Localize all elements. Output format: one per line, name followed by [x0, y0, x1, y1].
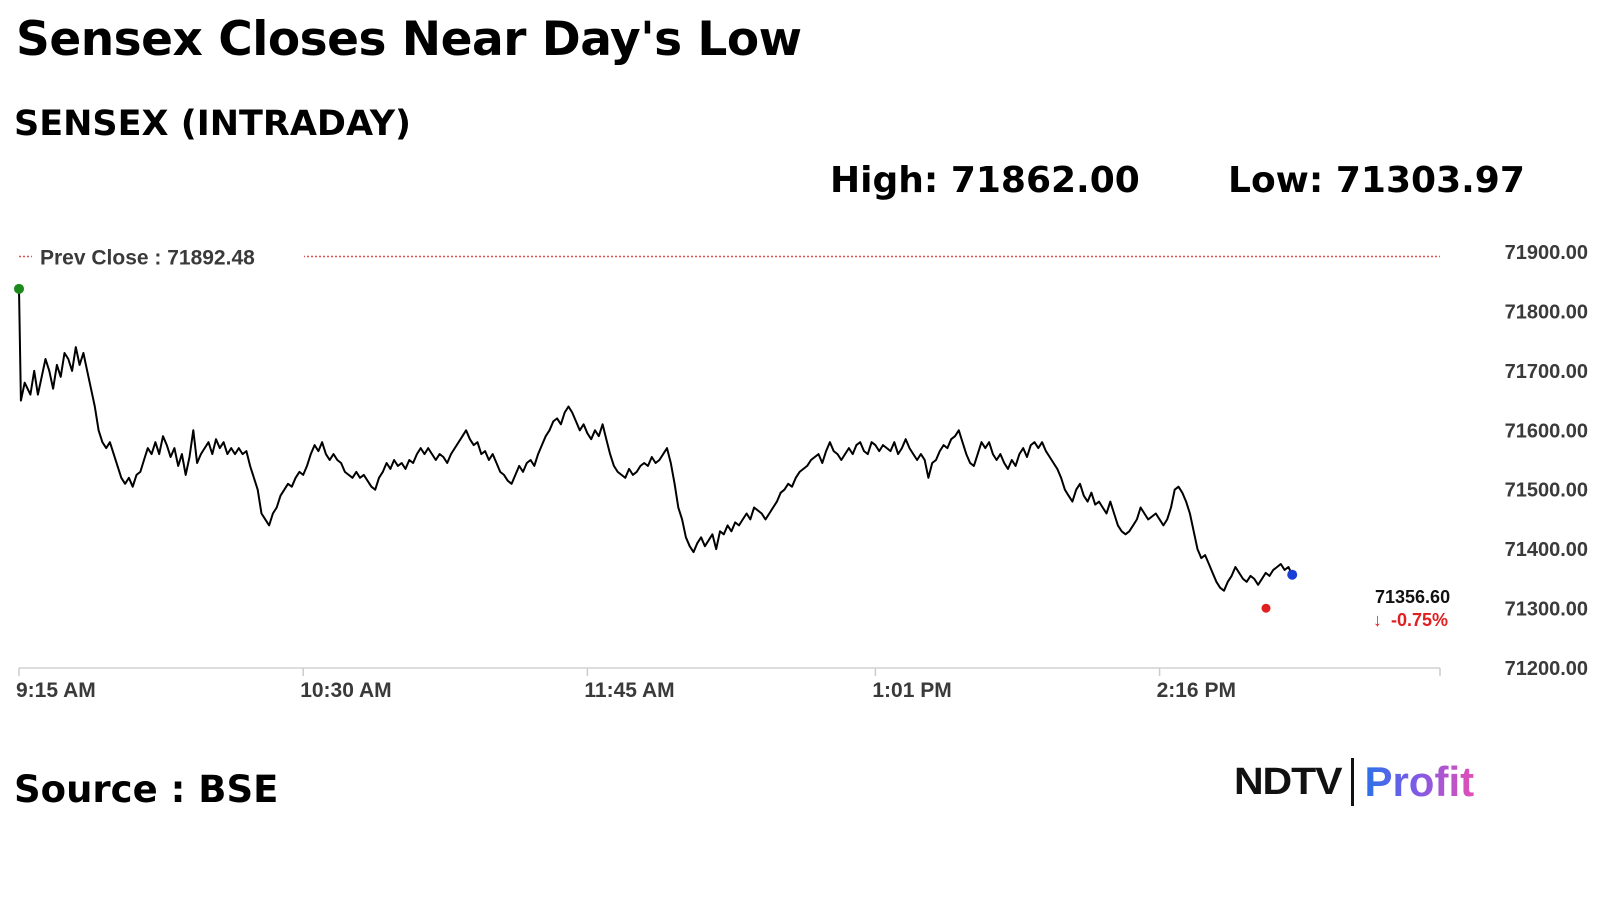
series-line [18, 288, 1294, 592]
y-tick-label: 71400.00 [1505, 539, 1588, 561]
x-tick-label: 9:15 AM [16, 679, 96, 702]
last-change-label: ↓ -0.75% [1373, 610, 1448, 630]
y-tick-label: 71700.00 [1505, 361, 1588, 383]
start-marker [14, 283, 24, 294]
y-tick-label: 71300.00 [1505, 599, 1588, 621]
day-low: Low: 71303.97 [1228, 160, 1525, 201]
prev-close-label: Prev Close : 71892.48 [40, 246, 255, 269]
y-tick-label: 71200.00 [1505, 658, 1588, 680]
low-marker [1261, 603, 1271, 613]
logo-profit: Profit [1364, 758, 1475, 805]
ndtv-profit-logo: NDTV Profit [1234, 756, 1474, 808]
change-percent: -0.75% [1391, 610, 1448, 630]
x-tick-label: 1:01 PM [872, 679, 951, 702]
y-tick-label: 71600.00 [1505, 420, 1588, 442]
headline: Sensex Closes Near Day's Low [16, 12, 802, 67]
end-marker [1287, 569, 1298, 580]
x-axis: 9:15 AM 10:30 AM 11:45 AM 1:01 PM 2:16 PM [16, 667, 1441, 702]
chart-subtitle: SENSEX (INTRADAY) [14, 104, 412, 144]
day-high-value: 71862.00 [950, 160, 1140, 201]
x-tick-label: 10:30 AM [300, 679, 391, 702]
day-low-label: Low: [1228, 160, 1324, 201]
logo-ndtv: NDTV [1234, 760, 1342, 803]
y-tick-label: 71900.00 [1505, 242, 1588, 264]
x-tick-label: 11:45 AM [584, 679, 674, 702]
down-arrow-icon: ↓ [1373, 610, 1382, 630]
logo-divider [1351, 758, 1355, 806]
day-low-value: 71303.97 [1335, 160, 1525, 201]
day-high-label: High: [830, 160, 939, 201]
prev-close-label-bg [32, 242, 304, 271]
y-axis: 71900.00 71800.00 71700.00 71600.00 71500.00… [1505, 242, 1588, 680]
y-tick-label: 71800.00 [1505, 301, 1588, 323]
last-value-label: 71356.60 [1375, 587, 1450, 607]
day-high: High: 71862.00 [830, 160, 1140, 201]
y-tick-label: 71500.00 [1505, 480, 1588, 502]
source-credit: Source : BSE [14, 768, 279, 811]
x-tick-label: 2:16 PM [1157, 679, 1236, 702]
